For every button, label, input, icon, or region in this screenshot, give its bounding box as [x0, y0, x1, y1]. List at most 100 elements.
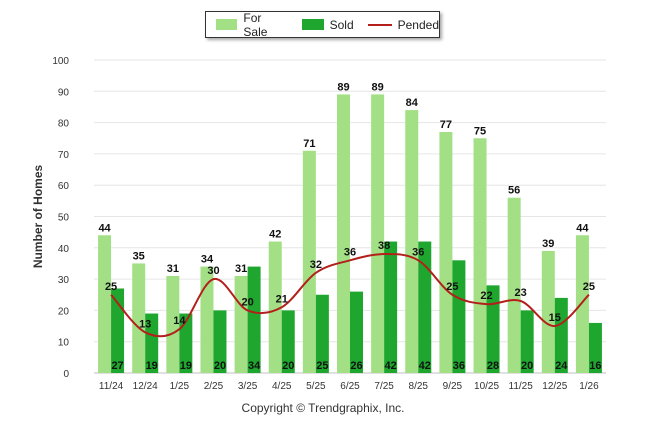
bar-sold [520, 310, 534, 373]
data-label-sold: 36 [453, 360, 465, 372]
bar-sold [145, 313, 159, 373]
x-tick-label: 3/25 [238, 381, 258, 392]
y-tick-label: 70 [58, 150, 70, 161]
bar-for-sale [302, 150, 316, 373]
data-label-for-sale: 35 [133, 250, 145, 262]
bar-sold [418, 241, 432, 373]
data-label-sold: 27 [111, 360, 123, 372]
data-label-sold: 24 [555, 360, 568, 372]
x-tick-label: 11/24 [99, 381, 124, 392]
y-tick-label: 20 [58, 306, 70, 317]
x-tick-label: 12/24 [133, 381, 158, 392]
bar-for-sale [371, 94, 385, 374]
data-label-sold: 19 [146, 360, 158, 372]
legend-swatch-for-sale [216, 19, 238, 30]
x-tick-label: 5/25 [306, 381, 326, 392]
y-tick-label: 40 [58, 244, 70, 255]
bar-sold [588, 322, 602, 373]
bar-for-sale [473, 138, 487, 373]
x-tick-label: 1/25 [170, 381, 190, 392]
x-tick-label: 7/25 [374, 381, 394, 392]
data-label-pended: 22 [480, 290, 492, 302]
bar-sold [452, 260, 466, 373]
y-axis-label: Number of Homes [31, 165, 45, 269]
data-label-pended: 23 [515, 287, 527, 299]
legend-swatch-sold [301, 19, 324, 30]
data-label-sold: 20 [521, 360, 533, 372]
legend-item-pended[interactable]: Pended [367, 18, 439, 32]
data-label-sold: 34 [248, 360, 261, 372]
y-tick-label: 30 [58, 275, 70, 286]
bar-for-sale [268, 241, 282, 373]
x-tick-label: 8/25 [409, 381, 429, 392]
bar-sold [281, 310, 295, 373]
legend-label-for-sale: For Sale [243, 10, 268, 39]
data-label-sold: 16 [589, 360, 601, 372]
data-label-for-sale: 34 [201, 254, 214, 266]
data-label-pended: 21 [276, 293, 288, 305]
bar-sold [179, 313, 193, 373]
data-label-for-sale: 56 [508, 185, 520, 197]
line-pended [110, 253, 590, 338]
data-label-pended: 25 [105, 281, 117, 293]
y-tick-label: 0 [63, 369, 69, 380]
data-label-for-sale: 84 [406, 97, 419, 109]
bar-sold [315, 294, 329, 373]
data-label-for-sale: 75 [474, 125, 486, 137]
legend-label-sold: Sold [329, 17, 354, 32]
bar-sold [486, 285, 500, 373]
legend-item-sold[interactable]: Sold [301, 17, 354, 32]
data-label-for-sale: 44 [576, 222, 589, 234]
data-label-for-sale: 89 [337, 81, 349, 93]
data-label-pended: 20 [241, 296, 253, 308]
y-tick-label: 80 [58, 119, 70, 130]
data-label-for-sale: 39 [542, 238, 554, 250]
legend: For Sale Sold Pended [205, 11, 440, 39]
data-label-pended: 13 [139, 318, 151, 330]
bar-for-sale [166, 275, 180, 373]
bar-sold [350, 291, 363, 373]
y-tick-label: 90 [58, 87, 70, 98]
data-label-pended: 38 [378, 240, 390, 252]
bar-for-sale [439, 131, 453, 373]
data-label-sold: 20 [214, 360, 226, 372]
y-tick-label: 60 [58, 181, 70, 192]
data-label-for-sale: 89 [372, 81, 384, 93]
data-label-pended: 14 [173, 315, 186, 327]
bar-for-sale [234, 275, 248, 373]
bar-for-sale [337, 94, 350, 374]
x-tick-label: 11/25 [509, 381, 534, 392]
data-label-pended: 32 [310, 259, 322, 271]
y-tick-label: 10 [58, 338, 70, 349]
copyright-footer: Copyright © Trendgraphix, Inc. [241, 401, 405, 415]
data-label-pended: 15 [549, 312, 561, 324]
data-label-sold: 20 [282, 360, 294, 372]
x-tick-label: 6/25 [340, 381, 360, 392]
data-label-for-sale: 31 [167, 263, 179, 275]
data-label-for-sale: 31 [235, 263, 247, 275]
y-tick-label: 50 [58, 213, 70, 224]
data-label-pended: 30 [207, 265, 219, 277]
data-label-for-sale: 42 [269, 229, 281, 241]
x-tick-label: 1/26 [579, 381, 599, 392]
legend-swatch-pended [367, 23, 392, 26]
x-tick-label: 4/25 [272, 381, 292, 392]
bar-sold [384, 241, 398, 373]
y-tick-label: 100 [52, 56, 69, 67]
x-tick-label: 2/25 [204, 381, 224, 392]
data-label-sold: 28 [487, 360, 499, 372]
legend-item-for-sale[interactable]: For Sale [216, 11, 288, 39]
x-tick-label: 12/25 [542, 381, 567, 392]
bar-sold [247, 266, 261, 373]
data-label-pended: 36 [412, 246, 424, 258]
data-label-sold: 42 [419, 360, 431, 372]
bar-for-sale [132, 263, 146, 373]
x-tick-label: 10/25 [474, 381, 499, 392]
x-tick-label: 9/25 [443, 381, 463, 392]
data-label-sold: 42 [385, 360, 397, 372]
data-label-pended: 25 [446, 281, 458, 293]
bar-for-sale [575, 235, 589, 373]
bar-for-sale [98, 235, 112, 373]
bar-sold [111, 288, 125, 373]
